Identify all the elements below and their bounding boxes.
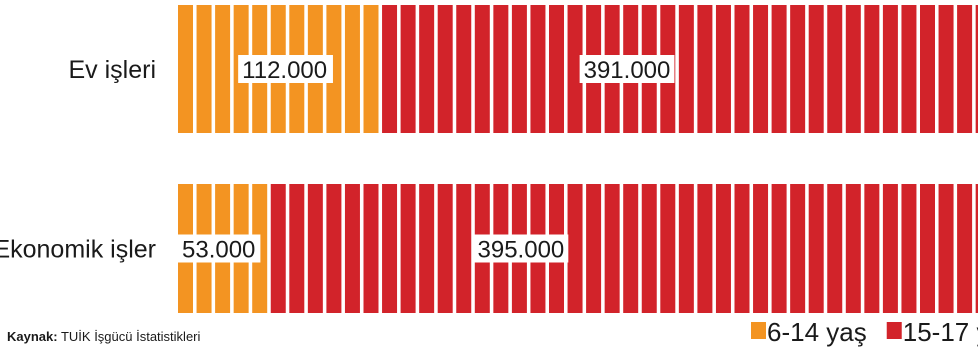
- bar-block-age-6-14: [363, 5, 379, 133]
- bar-block-age-15-17: [938, 5, 954, 133]
- bar-block-age-15-17: [437, 184, 453, 313]
- bar-block-age-6-14: [344, 5, 360, 133]
- bar-block-age-15-17: [771, 5, 787, 133]
- bar-block-age-15-17: [344, 184, 360, 313]
- bar-block-age-15-17: [697, 5, 713, 133]
- bar-block-age-15-17: [382, 5, 398, 133]
- legend-label: 15-17 yaş: [903, 317, 978, 347]
- bar-block-age-15-17: [419, 5, 435, 133]
- bar-block-age-15-17: [975, 5, 978, 133]
- bar-block-age-15-17: [270, 184, 286, 313]
- bar-block-age-15-17: [715, 184, 731, 313]
- value-label: 53.000: [182, 237, 255, 264]
- bar-block-age-15-17: [456, 5, 472, 133]
- bar-block-age-15-17: [549, 5, 564, 133]
- bar-block-age-15-17: [289, 184, 305, 313]
- bar-block-age-15-17: [790, 184, 806, 313]
- source-text: TUİK İşgücü İstatistikleri: [60, 329, 201, 344]
- legend: 6-14 yaş 15-17 yaş: [751, 317, 978, 347]
- bar-block-age-15-17: [734, 5, 750, 133]
- bar-block-age-15-17: [938, 184, 954, 313]
- legend-label: 6-14 yaş: [767, 317, 867, 347]
- bar-block-age-15-17: [382, 184, 398, 313]
- source-note: Kaynak: TUİK İşgücü İstatistikleri: [7, 329, 200, 344]
- bar-block-age-15-17: [808, 184, 824, 313]
- bar-block-age-15-17: [753, 5, 769, 133]
- legend-swatch: [886, 322, 902, 339]
- bar-block-age-15-17: [307, 184, 323, 313]
- bar-block-age-15-17: [437, 5, 453, 133]
- value-label-bg: [238, 55, 333, 83]
- bar-block-age-15-17: [660, 184, 676, 313]
- legend-swatch: [751, 322, 766, 339]
- bar-block-age-15-17: [882, 5, 898, 133]
- bar-block-age-15-17: [456, 184, 472, 313]
- labels-layer: Ev işleri 112.000 391.000 Ekonomik işler 53.…: [0, 55, 675, 264]
- bar-block-age-15-17: [882, 184, 898, 313]
- bar-block-age-15-17: [715, 5, 731, 133]
- bar-block-age-15-17: [845, 5, 861, 133]
- bar-block-age-15-17: [530, 5, 546, 133]
- value-label: 395.000: [478, 237, 565, 264]
- bar-block-age-15-17: [493, 5, 509, 133]
- bar-block-age-15-17: [771, 184, 787, 313]
- bar-block-age-15-17: [808, 5, 824, 133]
- value-label-bg: [473, 234, 569, 263]
- value-label: 112.000: [242, 57, 327, 84]
- bar-block-age-15-17: [641, 184, 657, 313]
- bar-block-age-15-17: [697, 184, 713, 313]
- bar-block-age-15-17: [604, 184, 620, 313]
- category-label: Ekonomik işler: [0, 236, 156, 264]
- bar-block-age-15-17: [363, 184, 379, 313]
- bar-block-age-15-17: [400, 184, 416, 313]
- bar-block-age-15-17: [845, 184, 861, 313]
- bar-block-age-6-14: [215, 5, 231, 133]
- bar-block-age-15-17: [827, 5, 843, 133]
- bar-block-age-15-17: [975, 184, 978, 313]
- value-label-bg: [178, 234, 261, 263]
- bar-block-age-15-17: [326, 184, 342, 313]
- category-label: Ev işleri: [68, 56, 156, 84]
- bar-block-age-15-17: [567, 184, 583, 313]
- bar-block-age-15-17: [734, 184, 750, 313]
- bar-block-age-15-17: [957, 184, 973, 313]
- bar-block-age-15-17: [678, 184, 694, 313]
- bar-block-age-6-14: [178, 5, 193, 133]
- bar-block-age-15-17: [827, 184, 843, 313]
- bar-block-age-15-17: [864, 184, 880, 313]
- bars-layer: [178, 5, 978, 313]
- bar-block-age-15-17: [957, 5, 973, 133]
- bar-block-age-15-17: [901, 184, 917, 313]
- bar-block-age-15-17: [567, 5, 583, 133]
- bar-block-age-15-17: [400, 5, 416, 133]
- bar-block-age-15-17: [678, 5, 694, 133]
- bar-block-age-15-17: [511, 5, 527, 133]
- bar-block-age-15-17: [920, 5, 935, 133]
- bar-block-age-6-14: [326, 5, 342, 133]
- source-label: Kaynak:: [7, 329, 58, 344]
- bar-block-age-15-17: [753, 184, 769, 313]
- bar-block-age-6-14: [196, 5, 212, 133]
- value-label: 391.000: [584, 57, 671, 84]
- bar-block-age-15-17: [623, 184, 639, 313]
- bar-block-age-15-17: [901, 5, 917, 133]
- value-label-bg: [579, 55, 675, 83]
- bar-block-age-15-17: [419, 184, 435, 313]
- bar-block-age-15-17: [920, 184, 935, 313]
- bar-block-age-15-17: [586, 184, 602, 313]
- bar-block-age-15-17: [474, 5, 490, 133]
- bar-block-age-15-17: [864, 5, 880, 133]
- bar-block-age-15-17: [790, 5, 806, 133]
